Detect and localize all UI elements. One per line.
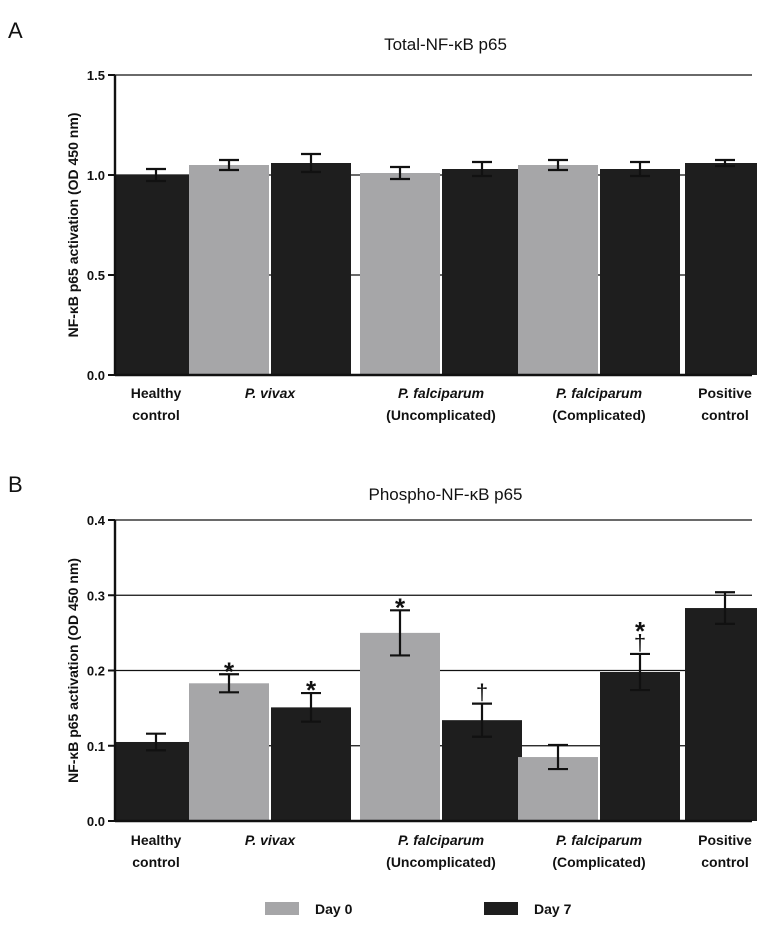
x-category-label: P. vivax <box>245 385 297 401</box>
bar <box>189 165 269 375</box>
bar <box>685 163 757 375</box>
legend-label: Day 0 <box>315 901 353 917</box>
significance-dagger: † <box>634 630 646 655</box>
legend-swatch-day0 <box>265 902 299 915</box>
y-axis-label: NF-κB p65 activation (OD 450 nm) <box>65 113 81 338</box>
legend: Day 0 Day 7 <box>265 901 572 917</box>
x-category-label: Positive <box>698 385 752 401</box>
legend-swatch-day7 <box>484 902 518 915</box>
x-category-label: (Uncomplicated) <box>386 854 496 870</box>
panel-b: B Phospho-NF-κB p65 NF-κB p65 activation (… <box>8 472 757 870</box>
bar <box>518 165 598 375</box>
x-category-label: P. falciparum <box>556 832 642 848</box>
x-category-label: (Uncomplicated) <box>386 407 496 423</box>
y-axis-label: NF-κB p65 activation (OD 450 nm) <box>65 558 81 783</box>
significance-asterisk: * <box>306 675 317 705</box>
y-tick-label: 0.0 <box>87 368 105 383</box>
panel-letter: A <box>8 18 23 43</box>
bar <box>271 163 351 375</box>
y-tick-label: 0.4 <box>87 513 106 528</box>
chart-title: Total-NF-κB p65 <box>384 35 507 54</box>
bar <box>685 608 757 821</box>
x-category-label: Healthy <box>131 385 182 401</box>
significance-asterisk: * <box>395 592 406 622</box>
x-category-label: Positive <box>698 832 752 848</box>
x-category-label: control <box>701 854 748 870</box>
y-tick-label: 0.0 <box>87 814 105 829</box>
bar <box>271 707 351 821</box>
bar <box>442 169 522 375</box>
significance-dagger: † <box>476 680 488 705</box>
x-category-label: control <box>132 854 179 870</box>
x-category-label: P. falciparum <box>556 385 642 401</box>
x-category-label: P. vivax <box>245 832 297 848</box>
bar <box>600 672 680 821</box>
bar <box>600 169 680 375</box>
x-category-label: Healthy <box>131 832 182 848</box>
y-tick-label: 1.5 <box>87 68 105 83</box>
panel-letter: B <box>8 472 23 497</box>
y-tick-label: 1.0 <box>87 168 105 183</box>
bar <box>189 683 269 821</box>
bar <box>360 632 440 821</box>
significance-asterisk: * <box>635 616 646 646</box>
x-category-label: control <box>701 407 748 423</box>
x-category-label: control <box>132 407 179 423</box>
bar <box>116 741 196 821</box>
chart-title: Phospho-NF-κB p65 <box>368 485 522 504</box>
y-tick-label: 0.5 <box>87 268 105 283</box>
y-tick-label: 0.1 <box>87 739 105 754</box>
x-category-label: P. falciparum <box>398 385 484 401</box>
legend-label: Day 7 <box>534 901 572 917</box>
x-category-label: (Complicated) <box>552 407 645 423</box>
y-tick-label: 0.2 <box>87 664 105 679</box>
x-category-label: P. falciparum <box>398 832 484 848</box>
bar <box>360 173 440 375</box>
bar <box>116 175 196 375</box>
y-tick-label: 0.3 <box>87 588 105 603</box>
significance-asterisk: * <box>224 656 235 686</box>
x-category-label: (Complicated) <box>552 854 645 870</box>
panel-a: A Total-NF-κB p65 NF-κB p65 activation (OD… <box>8 18 757 423</box>
